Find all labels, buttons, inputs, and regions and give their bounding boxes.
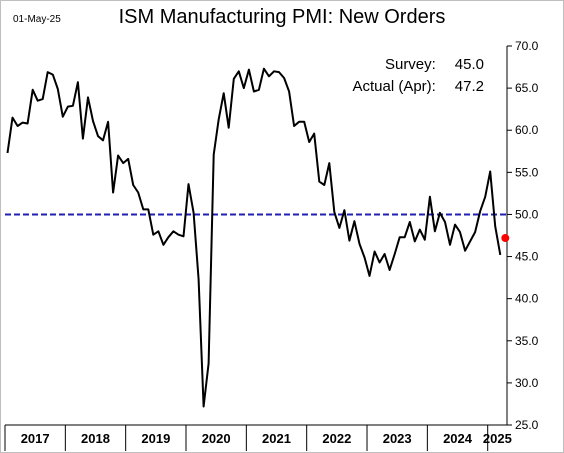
x-tick-label: 2021 (262, 431, 291, 446)
survey-label: Survey: (384, 56, 436, 73)
x-tick-label: 2018 (81, 431, 110, 446)
x-tick-label: 2023 (383, 431, 412, 446)
x-tick-label: 2017 (21, 431, 50, 446)
actual-point (501, 234, 510, 243)
x-tick-label: 2024 (443, 431, 473, 446)
actual-label: Actual (Apr): (352, 78, 436, 95)
y-tick-label: 30.0 (515, 376, 539, 390)
date-label: 01-May-25 (13, 14, 61, 25)
new-orders-series-line (6, 67, 502, 408)
y-tick-label: 60.0 (515, 123, 539, 137)
y-tick-label: 65.0 (515, 81, 539, 95)
y-tick-label: 50.0 (515, 207, 539, 221)
survey-value: 45.0 (454, 56, 484, 73)
survey-annotation: Survey: 45.0 (385, 56, 484, 73)
y-tick-label: 25.0 (515, 418, 539, 432)
actual-annotation: Actual (Apr): 47.2 (352, 78, 484, 95)
x-tick-label: 2022 (322, 431, 351, 446)
x-tick-label: 2019 (141, 431, 170, 446)
actual-value: 47.2 (454, 78, 484, 95)
y-tick-label: 55.0 (515, 165, 539, 179)
y-tick-label: 40.0 (515, 292, 539, 306)
chart-title: ISM Manufacturing PMI: New Orders (118, 6, 446, 28)
y-tick-label: 35.0 (515, 334, 539, 348)
y-tick-label: 45.0 (515, 250, 539, 264)
y-tick-label: 70.0 (515, 39, 539, 53)
x-tick-label: 2020 (202, 431, 231, 446)
x-tick-label: 2025 (483, 431, 512, 446)
